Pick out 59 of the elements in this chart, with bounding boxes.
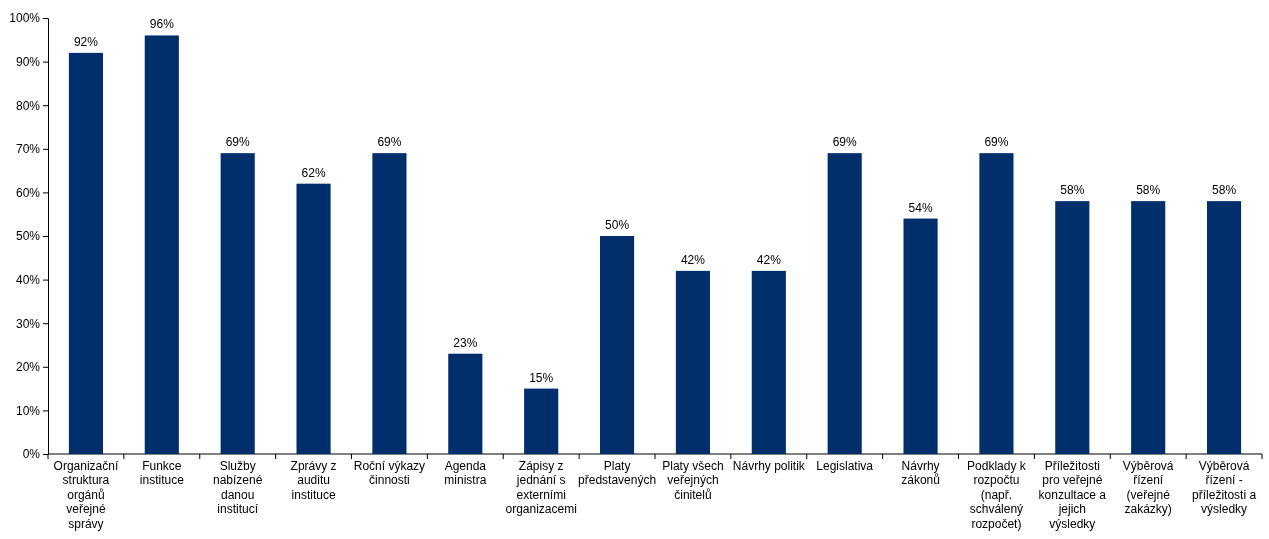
x-tick-label: Zprávy z auditu instituce <box>290 459 337 502</box>
x-tick-label: Návrhy politik <box>732 459 806 473</box>
bar <box>68 52 104 454</box>
data-label: 69% <box>225 135 251 150</box>
x-tick-label: Služby nabízené danou institucí <box>212 459 263 517</box>
data-label: 54% <box>908 200 933 215</box>
data-label: 58% <box>1060 183 1085 198</box>
x-tick-label: Návrhy zákonů <box>901 459 940 488</box>
bar <box>903 218 938 454</box>
bar <box>220 153 255 454</box>
data-label: 69% <box>984 135 1009 150</box>
data-label: 69% <box>832 135 858 150</box>
data-label: 58% <box>1136 183 1161 198</box>
x-tick-label: Funkce instituce <box>139 459 185 488</box>
y-tick-label: 60% <box>15 185 41 200</box>
data-label: 69% <box>377 135 402 150</box>
data-label: 23% <box>453 335 478 350</box>
y-tick-label: 40% <box>15 272 41 287</box>
bar <box>296 183 331 454</box>
bar <box>751 270 786 454</box>
bar <box>1206 201 1242 454</box>
x-tick-label: Platy všech veřejných činitelů <box>662 459 724 502</box>
x-tick-label: Příležitosti pro veřejné konzultace a jejich výsledky <box>1038 459 1107 531</box>
y-tick-label: 90% <box>15 54 41 69</box>
x-tick-label: Roční výkazy činnosti <box>353 459 426 488</box>
bar <box>524 388 559 454</box>
data-label: 92% <box>73 34 99 49</box>
data-label: 50% <box>605 218 630 232</box>
x-tick-label: Agenda ministra <box>444 459 487 488</box>
y-tick-label: 80% <box>15 98 41 113</box>
data-label: 96% <box>149 17 175 32</box>
bar <box>827 153 862 454</box>
x-tick-label: Organizační struktura orgánů veřejné správy <box>53 459 119 531</box>
data-label: 62% <box>301 165 326 180</box>
x-tick-label: Legislativa <box>816 459 874 473</box>
bar <box>372 153 407 454</box>
x-tick-label: Výběrová řízení (veřejné zakázky) <box>1122 459 1174 517</box>
x-tick-label: Platy představených <box>578 459 657 488</box>
y-tick-label: 20% <box>15 360 41 375</box>
data-label: 42% <box>680 252 706 267</box>
y-tick-label: 100% <box>9 11 41 26</box>
bar <box>599 236 635 454</box>
y-tick-label: 50% <box>15 229 41 244</box>
bar <box>1055 201 1090 454</box>
y-tick-label: 30% <box>15 316 41 331</box>
y-tick-label: 0% <box>22 447 41 462</box>
bar <box>448 353 483 454</box>
y-tick-label: 10% <box>15 403 41 418</box>
x-tick-label: Podklady k rozpočtu (např. schválený rozpočet) <box>967 459 1027 531</box>
bar <box>144 35 179 454</box>
data-label: 15% <box>529 370 554 385</box>
data-label: 42% <box>756 252 782 267</box>
bar <box>979 153 1014 454</box>
data-label: 58% <box>1212 183 1237 198</box>
x-tick-label: Zápisy z jednání s externími organizacemi <box>505 459 577 517</box>
x-tick-label: Výběrová řízení - příležitosti a výsledky <box>1192 459 1257 517</box>
bar <box>1131 201 1166 454</box>
bar <box>675 270 711 454</box>
y-tick-label: 70% <box>15 142 41 157</box>
